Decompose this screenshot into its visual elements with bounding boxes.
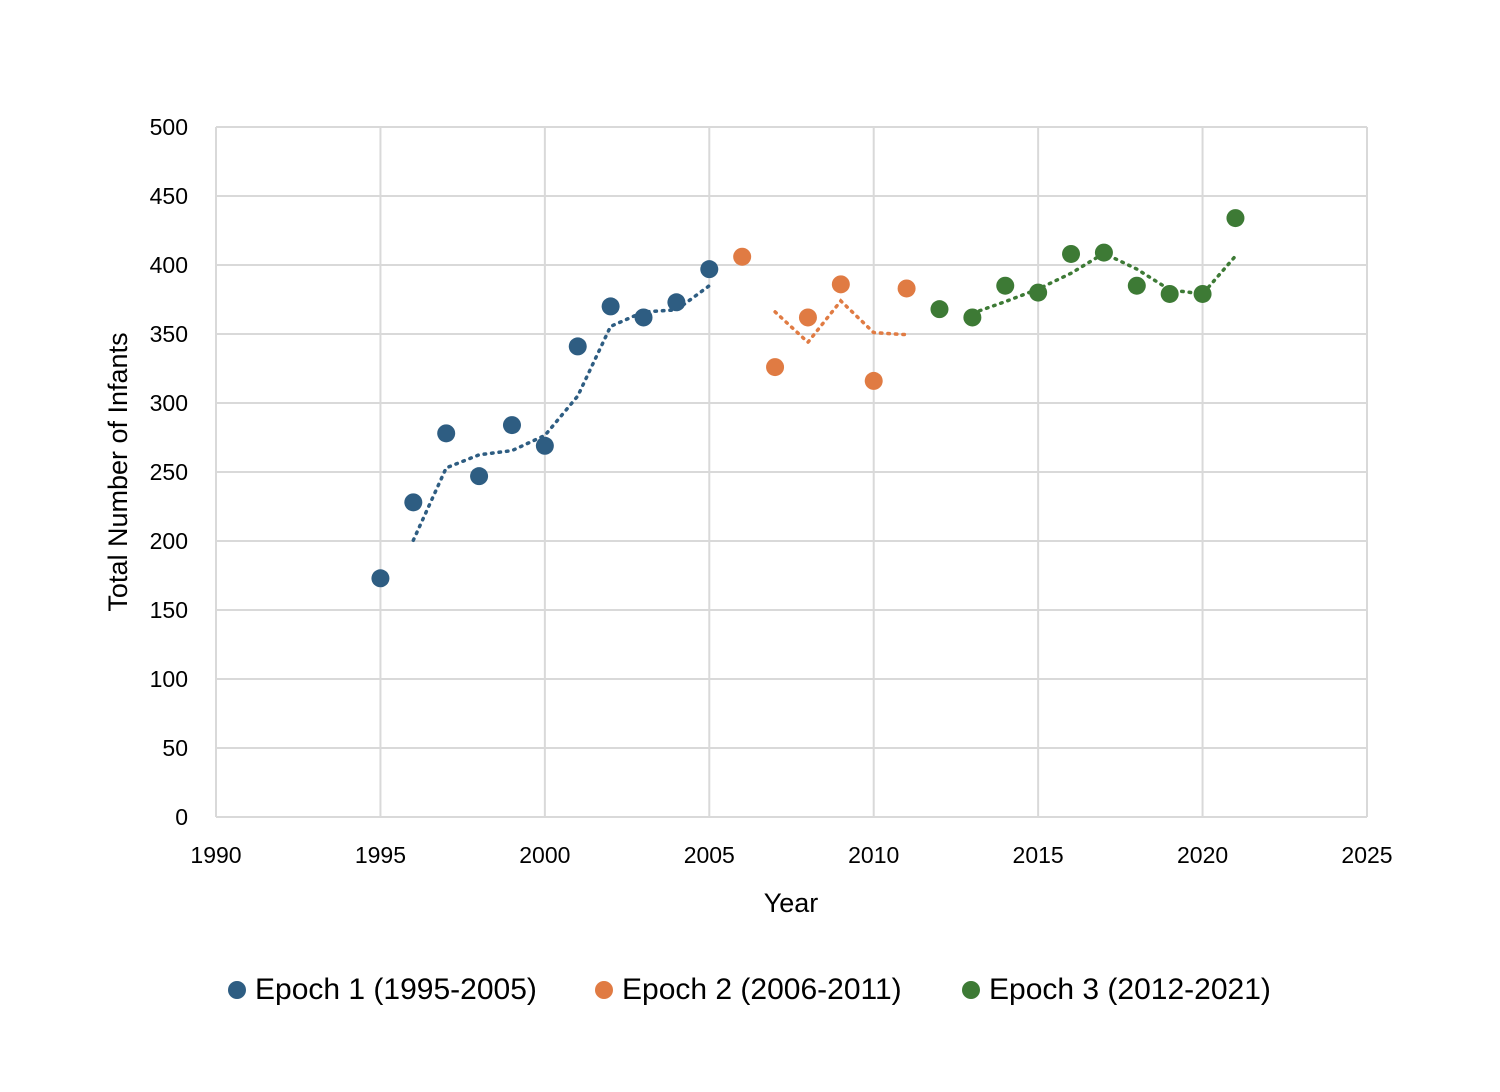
y-axis-title: Total Number of Infants bbox=[103, 332, 133, 611]
data-point-series-1 bbox=[667, 293, 686, 312]
x-tick-label: 2000 bbox=[519, 842, 570, 868]
legend-marker bbox=[228, 981, 246, 999]
data-point-series-1 bbox=[437, 424, 456, 443]
x-tick-label: 1995 bbox=[355, 842, 406, 868]
y-tick-label: 50 bbox=[162, 735, 188, 761]
legend-label: Epoch 3 (2012-2021) bbox=[989, 973, 1271, 1006]
trendlines bbox=[411, 251, 1238, 543]
data-point-series-3 bbox=[1160, 284, 1179, 303]
data-point-series-3 bbox=[963, 308, 982, 327]
data-point-series-3 bbox=[1094, 243, 1113, 262]
data-point-series-1 bbox=[568, 337, 587, 356]
data-point-series-3 bbox=[1029, 283, 1048, 302]
trendline-series-1 bbox=[411, 283, 712, 543]
x-axis-title: Year bbox=[764, 888, 819, 918]
y-tick-label: 450 bbox=[150, 183, 188, 209]
y-tick-label: 400 bbox=[150, 252, 188, 278]
data-point-series-2 bbox=[897, 279, 916, 298]
data-point-series-3 bbox=[1062, 244, 1081, 263]
legend-marker bbox=[595, 981, 613, 999]
y-tick-label: 250 bbox=[150, 459, 188, 485]
legend-item-2: Epoch 2 (2006-2011) bbox=[595, 973, 902, 1006]
y-tick-label: 500 bbox=[150, 114, 188, 140]
legend-label: Epoch 2 (2006-2011) bbox=[622, 973, 902, 1006]
data-point-series-1 bbox=[634, 308, 653, 327]
x-tick-label: 2020 bbox=[1177, 842, 1228, 868]
data-point-series-2 bbox=[864, 371, 883, 390]
data-point-series-1 bbox=[404, 493, 423, 512]
trendline-series-2 bbox=[773, 298, 909, 345]
legend-marker bbox=[962, 981, 980, 999]
data-point-series-3 bbox=[996, 276, 1015, 295]
data-point-series-1 bbox=[700, 260, 719, 279]
grid bbox=[215, 126, 1368, 818]
x-tick-label: 2005 bbox=[684, 842, 735, 868]
legend: Epoch 1 (1995-2005) Epoch 2 (2006-2011) Ep… bbox=[228, 973, 1271, 1006]
y-tick-label: 300 bbox=[150, 390, 188, 416]
x-tick-label: 2025 bbox=[1341, 842, 1392, 868]
y-axis-ticks: 0 50 100 150 200 250 300 350 400 450 500 bbox=[150, 114, 188, 830]
data-point-series-1 bbox=[601, 297, 620, 316]
x-tick-label: 1990 bbox=[190, 842, 241, 868]
data-point-series-3 bbox=[1193, 284, 1212, 303]
legend-label: Epoch 1 (1995-2005) bbox=[255, 973, 537, 1006]
y-tick-label: 350 bbox=[150, 321, 188, 347]
data-point-series-2 bbox=[733, 247, 752, 266]
data-point-series-3 bbox=[930, 300, 949, 319]
y-tick-label: 200 bbox=[150, 528, 188, 554]
data-points bbox=[371, 209, 1245, 588]
data-point-series-3 bbox=[1226, 209, 1245, 228]
data-point-series-1 bbox=[535, 436, 554, 455]
y-tick-label: 150 bbox=[150, 597, 188, 623]
data-point-series-1 bbox=[502, 416, 521, 435]
legend-item-3: Epoch 3 (2012-2021) bbox=[962, 973, 1271, 1006]
data-point-series-3 bbox=[1127, 276, 1146, 295]
data-point-series-2 bbox=[798, 308, 817, 327]
y-tick-label: 0 bbox=[175, 804, 188, 830]
data-point-series-1 bbox=[371, 569, 390, 588]
x-axis-ticks: 1990 1995 2000 2005 2010 2015 2020 2025 bbox=[190, 842, 1392, 868]
data-point-series-1 bbox=[470, 467, 489, 486]
data-point-series-2 bbox=[831, 275, 850, 294]
x-tick-label: 2010 bbox=[848, 842, 899, 868]
data-point-series-2 bbox=[766, 358, 785, 377]
legend-item-1: Epoch 1 (1995-2005) bbox=[228, 973, 537, 1006]
x-tick-label: 2015 bbox=[1013, 842, 1064, 868]
y-tick-label: 100 bbox=[150, 666, 188, 692]
